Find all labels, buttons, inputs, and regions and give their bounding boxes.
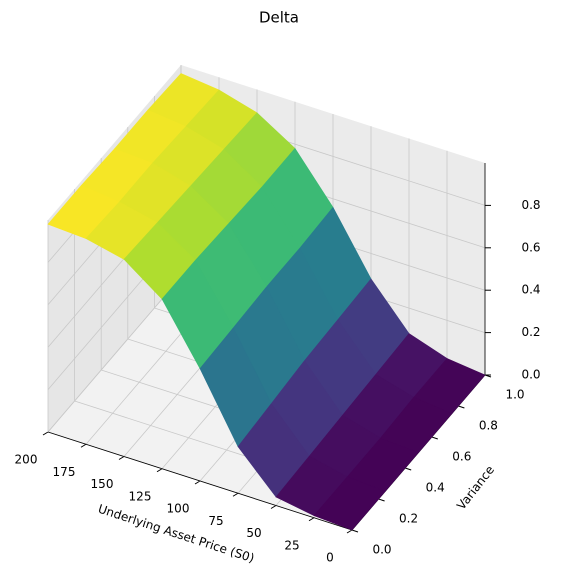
x-tick [308, 517, 315, 522]
x-tick [232, 492, 239, 497]
x-tick [346, 529, 353, 534]
y-tick [378, 498, 385, 502]
y-tick-label: 0.8 [479, 419, 498, 433]
y-tick [431, 436, 438, 440]
x-tick-label: 200 [15, 453, 38, 467]
y-tick-label: 0.4 [426, 481, 445, 495]
z-tick-label: 0.6 [521, 240, 540, 254]
y-tick [405, 467, 412, 471]
x-tick-label: 75 [208, 514, 223, 528]
x-tick-label: 25 [284, 538, 299, 552]
y-tick [351, 529, 359, 533]
chart-title: Delta [259, 9, 299, 27]
x-tick [118, 456, 125, 460]
y-tick-label: 1.0 [505, 388, 524, 402]
z-tick-label: 0.8 [521, 198, 540, 212]
x-tick [194, 480, 201, 485]
x-tick-label: 175 [53, 465, 76, 479]
x-tick [42, 431, 49, 436]
grid-line [47, 276, 182, 433]
z-tick-label: 0.2 [521, 325, 540, 339]
x-tick [270, 505, 277, 509]
x-tick-label: 125 [129, 489, 152, 503]
x-tick-label: 50 [246, 526, 261, 540]
x-tick-label: 100 [167, 502, 190, 516]
y-tick-label: 0.0 [372, 543, 391, 557]
y-tick [458, 405, 465, 409]
y-axis-label: Variance [454, 463, 497, 512]
x-tick-label: 0 [326, 551, 334, 565]
y-tick-label: 0.6 [452, 450, 471, 464]
surface-cell [313, 476, 386, 531]
y-tick-label: 0.2 [399, 512, 418, 526]
x-tick-label: 150 [91, 477, 114, 491]
z-tick-label: 0.0 [521, 368, 540, 382]
x-axis-line [47, 431, 353, 531]
z-tick-label: 0.4 [521, 283, 540, 297]
x-tick [156, 468, 163, 473]
x-tick [80, 443, 87, 448]
